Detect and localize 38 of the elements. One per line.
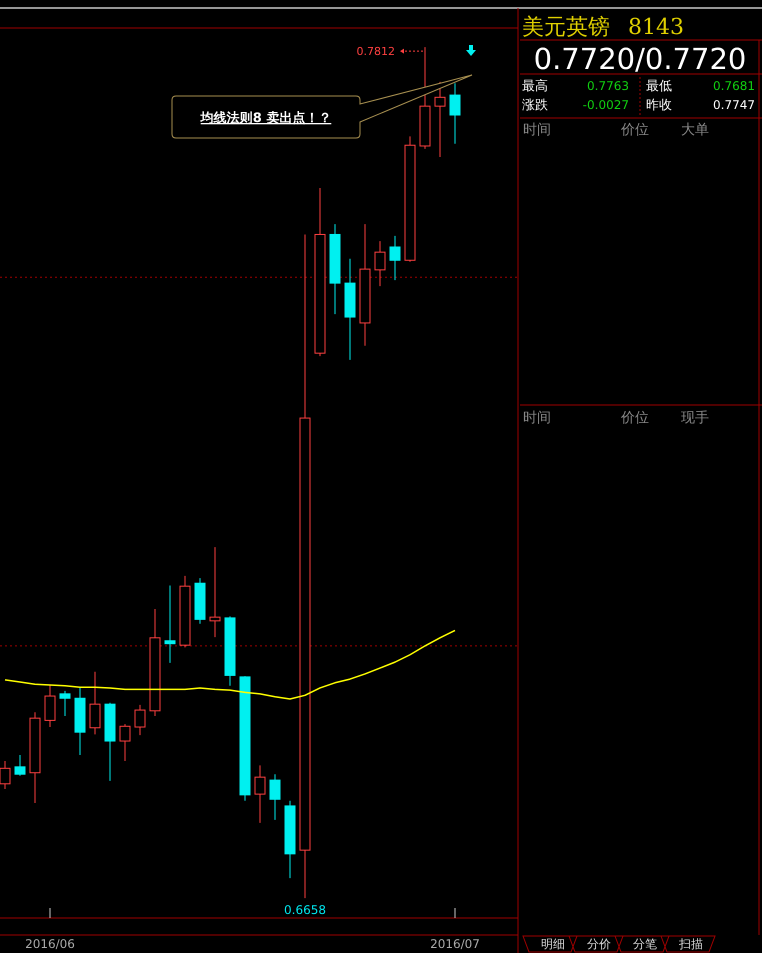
text: 涨跌 [522,98,548,113]
x-tick-label: 2016/06 [25,937,75,951]
candlestick [74,687,86,756]
candlestick [450,82,460,144]
text: 大单 [681,122,709,138]
annotation: 均线法则8 卖出点！？ [200,110,332,126]
text: 分笔 [633,937,657,951]
text: 0.7747 [713,98,755,112]
candlestick [254,764,266,824]
candlestick [210,546,220,638]
text: 最低 [646,79,672,94]
text: 8143 [628,15,684,40]
candlestick [164,584,176,664]
text: 价位 [620,410,649,426]
text: 时间 [523,122,551,138]
text: -0.0027 [582,98,629,112]
text: 分价 [587,937,611,951]
annotation: 0.6658 [284,903,326,918]
text: 0.7763 [587,79,629,93]
candlestick [330,224,340,315]
candlestick [270,774,280,820]
text: 美元英镑 [522,15,610,40]
text: 0.7681 [713,79,755,93]
text: 现手 [681,410,709,426]
text: 最高 [522,78,548,94]
text: 价位 [620,122,649,138]
candlestick [300,234,310,899]
annotation: 0.7812 [356,45,395,58]
x-tick-label: 2016/07 [430,937,480,951]
text: 0.7720/0.7720 [534,42,746,76]
text: 时间 [523,410,551,426]
candlestick [344,258,356,360]
candlestick [390,235,400,281]
candlestick [360,224,370,346]
candlestick [374,240,386,287]
text: 扫描 [678,937,703,951]
text: 昨收 [646,98,672,113]
text: 明细 [541,937,565,951]
